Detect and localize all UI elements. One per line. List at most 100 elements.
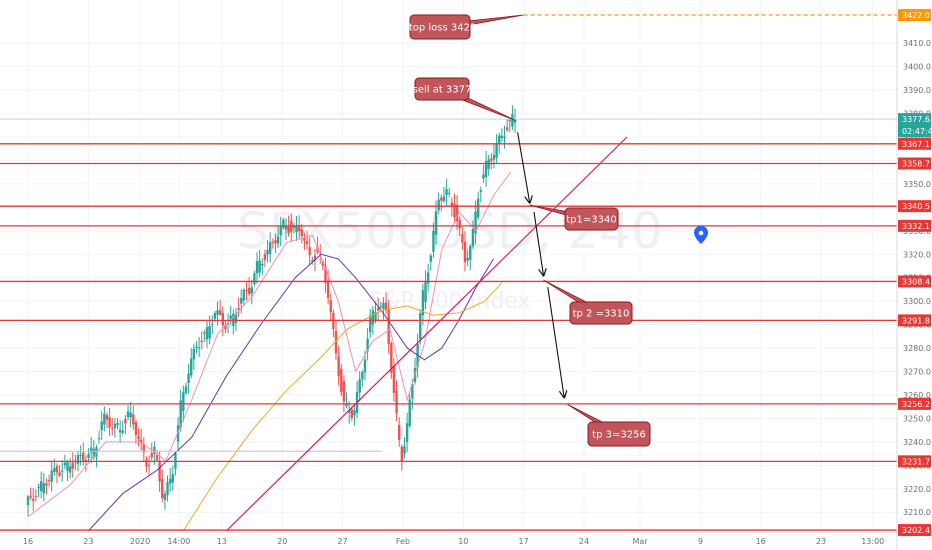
candle	[355, 381, 359, 419]
y-tick-label: 3240.0	[903, 438, 931, 447]
candle-body	[421, 290, 425, 316]
candle-body	[179, 400, 182, 428]
candle	[279, 216, 282, 246]
candle	[247, 276, 251, 297]
candle-body	[111, 428, 114, 430]
candle-body	[76, 455, 80, 465]
x-tick-label: 17	[519, 537, 529, 546]
candle	[203, 329, 206, 342]
candle-body	[450, 202, 454, 207]
candle-body	[476, 198, 480, 218]
candle	[484, 150, 488, 187]
candle-body	[255, 261, 259, 274]
candle	[132, 405, 135, 430]
candle-body	[392, 366, 396, 393]
candle	[155, 450, 159, 463]
candle-body	[261, 263, 264, 266]
candle-body	[55, 466, 59, 473]
candle	[453, 193, 456, 224]
candle-body	[113, 423, 117, 428]
y-tick-label: 3210.0	[903, 508, 931, 517]
annotation-callout[interactable]: tp1=3340	[529, 204, 619, 231]
candle-body	[97, 437, 101, 440]
candle-body	[508, 119, 511, 122]
candle	[116, 418, 119, 430]
x-axis[interactable]: 16 23 2020 14:00 13 20 27 Feb 10 17 24 Mar 9 16 23 13:0…	[23, 537, 884, 546]
x-tick-label: 24	[579, 537, 589, 546]
candle	[158, 451, 161, 493]
candle-body	[329, 300, 332, 313]
candle-body	[153, 446, 156, 455]
annotation-callout[interactable]: stop loss 3422	[404, 14, 524, 40]
candle	[234, 307, 238, 331]
x-tick-label: 9	[698, 537, 703, 546]
candle-body	[411, 383, 414, 399]
annotation-callout[interactable]: tp 2 =3310	[543, 279, 633, 325]
candle-body	[63, 462, 67, 466]
candle	[403, 437, 406, 459]
candle	[105, 412, 109, 429]
candle	[147, 455, 151, 477]
candle	[245, 282, 248, 301]
annotation-callout[interactable]: sell at 3377	[413, 77, 517, 121]
candle	[303, 232, 306, 251]
candle	[187, 363, 190, 394]
ma-mid-line	[87, 253, 494, 532]
candle	[305, 230, 309, 250]
candle-body	[408, 399, 411, 427]
location-marker-icon[interactable]	[694, 226, 708, 244]
candle	[440, 194, 443, 212]
candle-body	[437, 199, 440, 211]
price-level-tag-bg	[898, 219, 931, 232]
bar-countdown: 02:47:40	[902, 127, 932, 136]
candle-body	[216, 310, 219, 315]
candle-body	[442, 196, 446, 202]
candle-body	[453, 203, 456, 218]
candle-body	[445, 189, 448, 196]
candle	[445, 178, 448, 206]
candle	[271, 238, 275, 249]
candle	[408, 393, 411, 429]
candle-body	[140, 439, 143, 443]
candle-body	[237, 308, 240, 310]
stop-loss-tag-bg	[898, 9, 931, 22]
x-tick-label: 14:00	[167, 537, 190, 546]
candle	[437, 192, 440, 215]
candle	[103, 406, 106, 432]
candle-body	[108, 417, 111, 428]
candle-body	[295, 225, 298, 232]
candle	[376, 298, 380, 322]
candle-body	[324, 266, 327, 283]
candle	[495, 134, 498, 164]
last-price-tag: 3377.6 02:47:40	[898, 113, 932, 138]
candle	[113, 417, 117, 438]
candle-body	[182, 392, 185, 412]
candle-body	[371, 310, 375, 325]
candle-body	[419, 313, 422, 340]
candle-body	[129, 412, 132, 418]
candle	[295, 215, 298, 242]
callout-text: sell at 3377	[413, 85, 472, 96]
candle	[474, 200, 477, 244]
candle	[200, 331, 203, 350]
candle-body	[505, 127, 509, 131]
candle	[324, 257, 327, 293]
grid	[0, 0, 897, 532]
trendline[interactable]	[225, 136, 628, 532]
candle-body	[247, 287, 251, 294]
candle-body	[200, 340, 203, 343]
candle-body	[426, 272, 430, 284]
candle	[426, 263, 430, 292]
candle	[366, 328, 369, 361]
candle-body	[168, 478, 172, 484]
candle	[511, 105, 514, 131]
annotation-callout[interactable]: tp 3=3256	[567, 403, 651, 447]
candle	[345, 392, 348, 409]
price-level-tag-label: 3340.5	[902, 202, 930, 211]
candle-body	[163, 493, 167, 500]
candle-body	[311, 260, 314, 262]
candle	[58, 465, 61, 478]
callout-box	[587, 421, 651, 447]
